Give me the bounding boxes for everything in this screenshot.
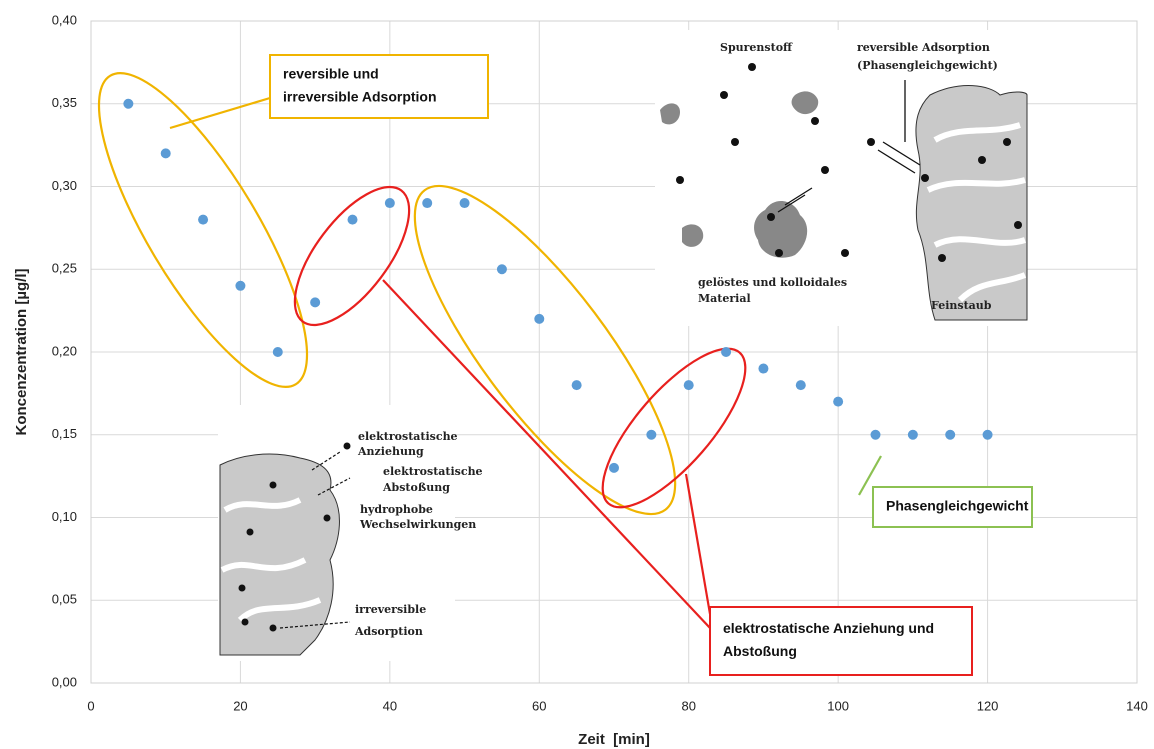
annotation-box (710, 607, 972, 675)
point (684, 380, 694, 390)
point (348, 215, 358, 225)
y-tick-label: 0,35 (52, 95, 77, 110)
point (310, 297, 320, 307)
point (123, 99, 133, 109)
point (833, 397, 843, 407)
point (460, 198, 470, 208)
y-tick-label: 0,20 (52, 343, 77, 358)
inset-label: Anziehung (357, 445, 424, 458)
connector (686, 474, 710, 614)
chart: Zeit [min] Koncenzentration [µg/l] 0,00 0… (0, 0, 1154, 749)
x-tick-label: 0 (87, 698, 94, 713)
point (796, 380, 806, 390)
point (534, 314, 544, 324)
inset-label: irreversible (355, 603, 426, 616)
y-tick-label: 0,30 (52, 178, 77, 193)
inset-label: Spurenstoff (720, 41, 793, 54)
point (235, 281, 245, 291)
point (198, 215, 208, 225)
point (161, 148, 171, 158)
x-tick-label: 140 (1126, 698, 1148, 713)
inset-label: elektrostatische (358, 430, 458, 443)
x-tick-label: 120 (977, 698, 999, 713)
point (646, 430, 656, 440)
point (721, 347, 731, 357)
inset-blob (916, 86, 1027, 320)
point (758, 364, 768, 374)
inset-label: Abstoßung (382, 481, 450, 494)
inset-label: Material (698, 292, 751, 305)
annotation-text: Abstoßung (723, 643, 797, 659)
inset-label: hydrophobe (360, 503, 433, 516)
x-axis-title: Zeit [min] (578, 731, 650, 748)
inset-label: (Phasengleichgewicht) (857, 59, 998, 72)
annotation-text: irreversible Adsorption (283, 89, 437, 105)
y-tick-label: 0,15 (52, 426, 77, 441)
inset-label: Feinstaub (931, 299, 992, 312)
inset-label: Wechselwirkungen (359, 518, 476, 531)
point (572, 380, 582, 390)
point (908, 430, 918, 440)
x-tick-label: 100 (827, 698, 849, 713)
annotation-text: reversible und (283, 66, 379, 82)
x-tick-label: 60 (532, 698, 546, 713)
point (385, 198, 395, 208)
point (945, 430, 955, 440)
inset-label: reversible Adsorption (857, 41, 990, 54)
annotation-text: elektrostatische Anziehung und (723, 620, 934, 636)
point (871, 430, 881, 440)
inset-label: Adsorption (354, 625, 423, 638)
ellipse (274, 169, 430, 343)
point (497, 264, 507, 274)
y-tick-label: 0,40 (52, 12, 77, 27)
y-tick-label: 0,10 (52, 509, 77, 524)
annotation-box (270, 55, 488, 118)
point (609, 463, 619, 473)
x-tick-label: 80 (681, 698, 695, 713)
x-tick-label: 20 (233, 698, 247, 713)
y-axis-title: Koncenzentration [µg/l] (13, 269, 30, 436)
point (983, 430, 993, 440)
y-tick-label: 0,25 (52, 261, 77, 276)
inset-label: elektrostatische (383, 465, 483, 478)
inset-label: gelöstes und kolloidales (698, 276, 847, 289)
inset-adsorption (218, 405, 455, 661)
annotation-text: Phasengleichgewicht (886, 498, 1029, 514)
y-tick-label: 0,05 (52, 592, 77, 607)
point (422, 198, 432, 208)
point (273, 347, 283, 357)
y-tick-label: 0,00 (52, 674, 77, 689)
x-tick-label: 40 (383, 698, 397, 713)
